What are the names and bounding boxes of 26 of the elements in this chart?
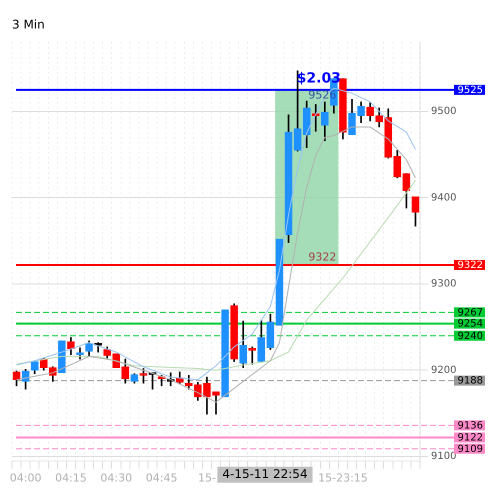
candlestick: [212, 391, 220, 415]
ref-line-label: 9525: [458, 84, 483, 96]
x-tick-label: 04:15: [55, 471, 87, 484]
annotation: 9322: [308, 250, 336, 264]
x-tick-label: 04:00: [10, 471, 42, 484]
chart-title: 3 Min: [12, 17, 45, 32]
ref-line-label: 9322: [458, 260, 483, 272]
ref-line-label: 9136: [458, 420, 483, 432]
y-tick-label: 9500: [431, 106, 456, 118]
y-tick-label: 9100: [431, 451, 456, 462]
x-tick-label: 15-: [198, 471, 216, 484]
y-tick-label: 9400: [431, 192, 456, 204]
ref-line-label: 9109: [458, 444, 483, 455]
ref-line-label: 9240: [458, 330, 483, 342]
x-tick-label: 04:30: [100, 471, 132, 484]
x-tick-label: 15-23:15: [318, 471, 368, 484]
ref-line-label: 9254: [458, 318, 483, 330]
candlestick: [276, 238, 284, 326]
x-tick-label: 04:45: [146, 471, 178, 484]
y-tick-label: 9300: [431, 278, 456, 290]
candlestick: [221, 310, 229, 398]
y-tick-label: 9200: [431, 364, 456, 376]
ref-line-label: 9267: [458, 308, 483, 319]
ref-line-label: 9188: [458, 376, 483, 387]
text: 4-15-11 22:54: [222, 466, 308, 481]
ref-line-label: 9122: [458, 432, 483, 444]
